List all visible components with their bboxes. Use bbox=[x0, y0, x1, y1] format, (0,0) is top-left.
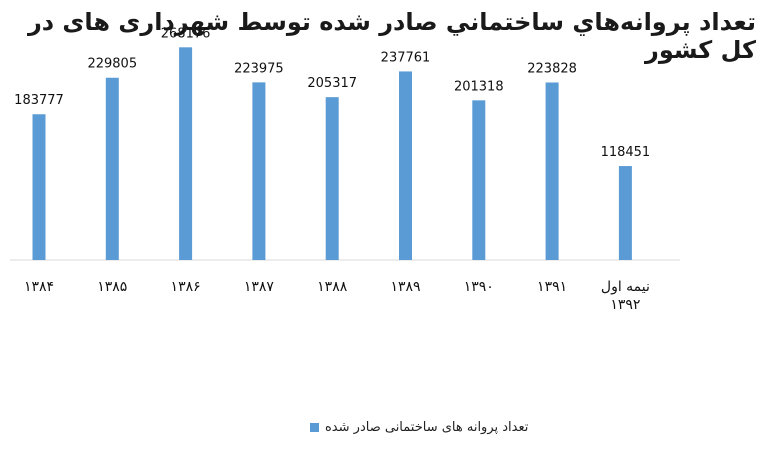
bar-0 bbox=[32, 114, 46, 261]
bar-3 bbox=[252, 82, 266, 260]
chart-title: تعداد پروانه‌هاي ساختماني صادر شده توسط … bbox=[27, 8, 756, 64]
x-tick-label-4: ۱۳۸۸ bbox=[317, 279, 348, 295]
bar-4 bbox=[325, 97, 339, 260]
data-label-5: 237761 bbox=[381, 50, 431, 65]
legend-label: تعداد پروانه های ساختمانی صادر شده bbox=[325, 420, 529, 435]
data-label-2: 268176 bbox=[161, 26, 211, 41]
bar-1 bbox=[105, 77, 119, 260]
data-label-6: 201318 bbox=[454, 79, 504, 94]
bar-7 bbox=[545, 82, 559, 261]
bar-2 bbox=[179, 47, 193, 261]
x-tick-label-7: ۱۳۹۱ bbox=[537, 279, 567, 295]
x-tick-label-1: ۱۳۸۵ bbox=[97, 279, 127, 295]
data-label-0: 183777 bbox=[14, 93, 64, 108]
x-tick-label-0: ۱۳۸۴ bbox=[24, 279, 54, 295]
data-label-8: 118451 bbox=[601, 145, 651, 160]
x-tick-label-6: ۱۳۹۰ bbox=[464, 279, 494, 295]
bar-8 bbox=[618, 166, 632, 260]
data-label-7: 223828 bbox=[527, 61, 577, 76]
legend-swatch bbox=[310, 423, 319, 432]
bar-6 bbox=[472, 100, 486, 260]
data-label-4: 205317 bbox=[307, 76, 357, 91]
bar-5 bbox=[399, 71, 412, 260]
x-tick-label-2: ۱۳۸۶ bbox=[171, 279, 201, 295]
data-label-3: 223975 bbox=[234, 61, 284, 76]
x-tick-label-3: ۱۳۸۷ bbox=[244, 279, 275, 295]
x-tick-label-8: نیمه اول ۱۳۹۲ bbox=[601, 279, 650, 313]
x-tick-label-5: ۱۳۸۹ bbox=[390, 279, 420, 295]
data-label-1: 229805 bbox=[87, 57, 137, 72]
legend: تعداد پروانه های ساختمانی صادر شده bbox=[310, 420, 528, 435]
